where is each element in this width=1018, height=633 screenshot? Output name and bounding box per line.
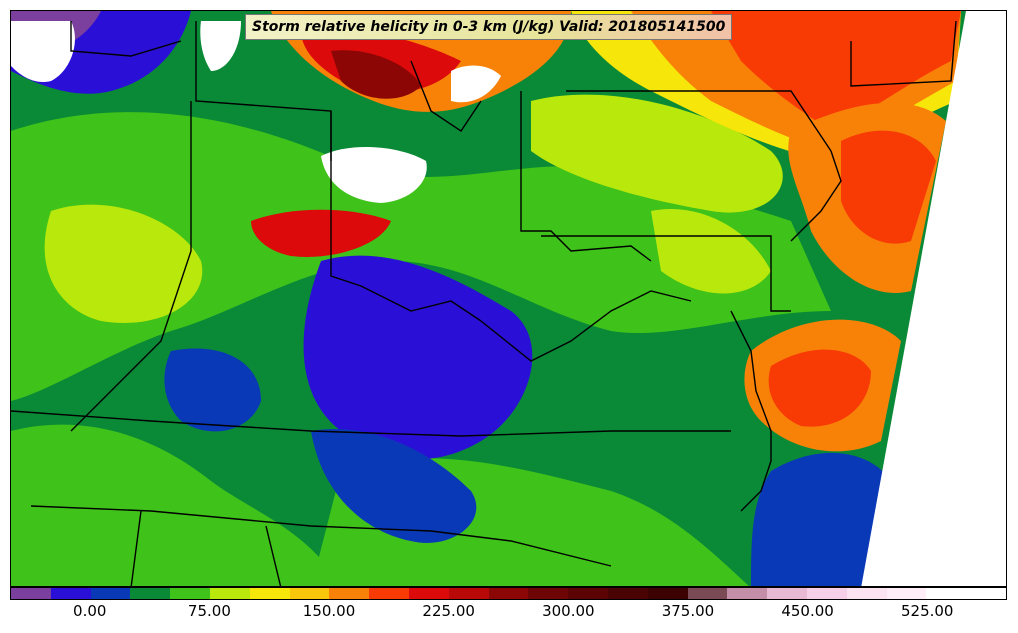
helicity-map [11,11,1006,586]
nodata-lake-huron [451,65,501,103]
boundary-tn-south [30,505,612,567]
colorbar-tick-label: 375.00 [661,602,715,620]
colorbar-segment [209,588,250,599]
field-blue-ocean-se [751,452,891,586]
colorbar-segment [11,588,51,599]
nodata-nw [11,21,75,83]
map-panel [10,10,1007,587]
field-darkred-lakes [331,50,421,99]
field-blue-south [311,429,477,543]
boundary-ny-pa [566,90,832,152]
colorbar-segment [329,588,370,599]
colorbar-labels: 0.00 75.00 150.00 225.00 300.00 375.00 450.00 5… [10,602,1007,624]
colorbar-segment [130,588,171,599]
colorbar-segment [926,588,967,599]
colorbar-segment [806,588,847,599]
colorbar-tick-label: 450.00 [781,602,834,620]
field-yellowgreen-west [44,204,203,323]
colorbar-segment [647,588,688,599]
field-red-indiana-band [251,209,391,257]
colorbar-segment [448,588,489,599]
boundary-mn-wi [70,21,182,57]
nodata-east-edge [861,11,1006,586]
boundary-new-england [850,20,957,87]
nodata-lake-superior [200,21,241,71]
colorbar-segment [249,588,290,599]
boundary-pa-md [541,235,791,312]
colorbar-segment [528,588,569,599]
field-red-offshore [768,349,871,427]
colorbar-segment [369,588,409,599]
colorbar-segment [607,588,648,599]
boundary-wv [480,290,692,362]
colorbar-segment [568,588,608,599]
colorbar-segment [90,588,131,599]
colorbar-segment [170,588,210,599]
colorbar-tick-label: 225.00 [422,602,475,620]
coastline-nj [790,150,842,242]
coastline-mid-atlantic [730,310,772,512]
boundary-al-ga [265,525,282,586]
boundary-oh-pa [520,91,652,262]
colorbar-segment [886,588,927,599]
colorbar-segment [488,588,529,599]
colorbar-segment [966,588,1006,599]
boundary-ms-al [130,510,142,586]
field-red-nj [841,130,936,244]
colorbar-segment [687,588,728,599]
field-light-green-sw [11,424,340,586]
nodata-lake-erie [321,146,427,203]
colorbar-segment [50,588,91,599]
colorbar-tick-label: 525.00 [900,602,954,620]
boundary-ky-tn [11,410,731,437]
colorbar-tick-label: 150.00 [302,602,356,620]
colorbar-tick-label: 0.00 [73,602,107,620]
colorbar-tick-label: 300.00 [542,602,595,620]
colorbar-segment [727,588,768,599]
boundary-mi [410,60,482,132]
field-blue-west [164,348,261,432]
field-yellowgreen-md [651,209,771,294]
colorbar-segment [846,588,887,599]
boundary-lines [11,20,957,586]
colorbar-segment [767,588,807,599]
field-blue-core [303,255,533,460]
boundary-il-in [70,101,192,432]
colorbar-segment [289,588,330,599]
field-red-ne [711,11,961,131]
map-title: Storm relative helicity in 0-3 km (J/kg)… [245,14,733,40]
colorbar-tick-label: 75.00 [187,602,231,620]
colorbar-segment [408,588,449,599]
colorbar [10,587,1007,600]
boundary-in-oh [330,111,482,322]
